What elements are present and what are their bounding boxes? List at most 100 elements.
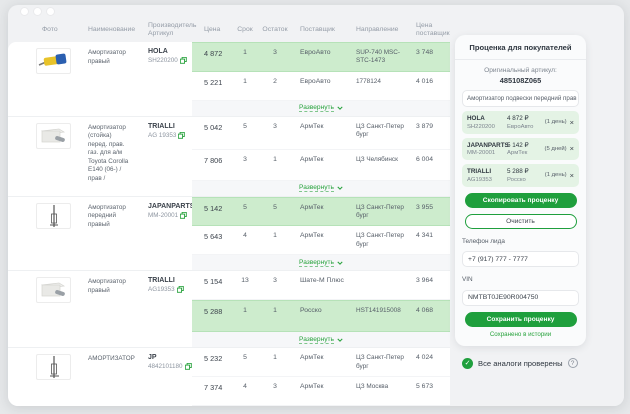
expand-link[interactable]: Развернуть [299, 335, 334, 344]
card-price: 5 142 ₽ [507, 141, 529, 149]
part-article: AG19353 [148, 286, 175, 294]
part-photo[interactable] [36, 202, 71, 229]
card-article: AG19353 [467, 176, 492, 183]
shock-absorber-photo-icon [50, 204, 58, 227]
chevron-down-icon [337, 261, 343, 265]
offer-price: 5 232 [204, 354, 223, 364]
shock-absorber-photo-icon [38, 53, 67, 66]
offer-price: 7 806 [204, 155, 223, 165]
help-icon[interactable]: ? [567, 358, 578, 368]
offer-supplier: АрмТек [300, 122, 324, 130]
offer-row[interactable]: 5 221 1 2 ЕвроАвто 1778124 4 016 [192, 72, 450, 101]
card-article: SH220200 [467, 123, 495, 130]
part-group: Амортизатор правый TRIALLI AG19353 5 154 [8, 271, 450, 349]
offer-stock: 3 [273, 49, 277, 56]
offer-price: 5 221 [204, 77, 223, 87]
pricing-sidebar: Проценка для покупателей Оригинальный ар… [450, 18, 624, 406]
offer-price: 5 154 [204, 277, 223, 287]
part-photo[interactable] [36, 122, 71, 149]
card-term: (1 день) [544, 172, 567, 179]
part-description-box[interactable]: Амортизатор подвески передний прав [462, 90, 579, 107]
offer-row[interactable]: 5 232 5 1 АрмТек ЦЗ Санкт-Петербург 4 02… [192, 348, 450, 378]
app-window: Фото Наименование Производитель Артикул … [8, 5, 624, 406]
part-group: Амортизатор правый HOLA SH220200 4 872 [8, 42, 450, 117]
part-name: Амортизатор правый [88, 49, 126, 65]
part-article: MM-20001 [148, 211, 179, 219]
expand-link[interactable]: Развернуть [299, 184, 334, 193]
vin-input[interactable] [462, 289, 579, 306]
offer-price: 5 042 [204, 122, 223, 132]
analogs-verified-row: ✓ Все аналоги проверены ? [462, 357, 624, 369]
phone-label: Телефон лида [462, 237, 505, 245]
save-pricing-button[interactable]: Сохранить проценку [464, 311, 577, 327]
copy-icon[interactable] [184, 363, 192, 371]
pricing-panel: Проценка для покупателей Оригинальный ар… [455, 35, 586, 346]
offer-row[interactable]: 7 806 3 1 АрмТек ЦЗ Челябинск 6 004 [192, 150, 450, 181]
copy-pricing-button[interactable]: Скопировать проценку [464, 192, 577, 208]
offer-term: 5 [243, 203, 247, 211]
part-photo[interactable] [36, 354, 71, 381]
results-table: Фото Наименование Производитель Артикул … [8, 18, 454, 406]
chevron-down-icon [337, 338, 343, 342]
card-supplier: ЕвроАвто [507, 123, 534, 130]
offer-direction [348, 277, 408, 294]
copy-icon[interactable] [178, 131, 186, 139]
table-header-row: Фото Наименование Производитель Артикул … [8, 18, 454, 42]
offer-row[interactable]: 5 643 4 1 АрмТек ЦЗ Санкт-Петербург 4 34… [192, 226, 450, 256]
offer-stock: 3 [273, 277, 277, 285]
copy-icon[interactable] [180, 211, 187, 219]
part-photo[interactable] [36, 48, 71, 74]
offer-row[interactable]: 5 042 5 3 АрмТек ЦЗ Санкт-Петербург 3 87… [192, 117, 450, 150]
selected-offer-card: HOLA SH220200 4 872 ₽ ЕвроАвто (1 день) … [462, 111, 579, 134]
offer-supplier: ЕвроАвто [300, 77, 331, 85]
offer-term: 4 [243, 383, 247, 391]
card-article: MM-20001 [467, 150, 496, 156]
card-price: 5 288 ₽ [507, 168, 529, 175]
chevron-down-icon [337, 106, 343, 111]
offer-price: 5 288 [204, 307, 223, 317]
offer-direction: ЦЗ Санкт-Петербург [356, 122, 404, 138]
part-article: SH220200 [148, 57, 178, 64]
clear-button[interactable]: Очистить [464, 213, 577, 229]
offer-row[interactable]: 7 374 4 3 АрмТек ЦЗ Москва 5 673 [192, 377, 450, 406]
close-icon[interactable]: × [569, 144, 574, 153]
card-supplier: Росско [507, 176, 526, 183]
column-header-term: Срок [237, 25, 253, 33]
offer-price: 5 643 [204, 232, 223, 242]
offer-term: 1 [243, 49, 247, 56]
offer-row[interactable]: 5 288 1 1 Росско HST141915008 4 068 [192, 300, 450, 333]
offer-term: 13 [241, 277, 249, 285]
saved-note: Сохранено в истории [489, 330, 552, 338]
column-header-price: Цена [204, 25, 221, 33]
offer-direction: ЦЗ Санкт-Петербург [356, 203, 404, 219]
part-article: AG 19353 [148, 131, 177, 139]
offer-supplier: Росско [300, 307, 322, 315]
original-article-value: 485108Z065 [499, 76, 542, 85]
offer-direction: ЦЗ Санкт-Петербург [356, 232, 404, 248]
offer-row[interactable]: 4 872 1 3 ЕвроАвто SUP-740 MSC-STC-1473 … [192, 42, 450, 72]
window-control-dot[interactable] [21, 8, 28, 15]
offer-supplier: АрмТек [300, 203, 324, 211]
phone-input[interactable] [462, 251, 579, 267]
copy-icon[interactable] [179, 57, 187, 64]
window-control-dot[interactable] [47, 8, 54, 15]
offer-term: 3 [243, 155, 247, 163]
part-photo[interactable] [36, 277, 71, 304]
offer-supplier: АрмТек [300, 155, 324, 163]
column-header-supplier: Поставщик [300, 25, 335, 33]
close-icon[interactable]: × [569, 170, 574, 180]
offer-supplier: ЕвроАвто [300, 49, 331, 56]
offer-supplier-price: 4 016 [416, 77, 434, 85]
offer-row[interactable]: 5 142 5 5 АрмТек ЦЗ Санкт-Петербург 3 95… [192, 196, 450, 227]
offer-row[interactable]: 5 154 13 3 Шате-М Плюс 3 964 [192, 271, 450, 301]
offer-supplier: АрмТек [300, 383, 324, 391]
window-control-dot[interactable] [34, 8, 41, 15]
selected-offer-card: TRIALLI AG19353 5 288 ₽ Росско (1 день) … [462, 164, 579, 187]
copy-icon[interactable] [176, 286, 184, 294]
offer-supplier-price: 6 004 [416, 155, 434, 163]
expand-link[interactable]: Развернуть [299, 258, 334, 267]
close-icon[interactable]: × [569, 117, 574, 127]
expand-link[interactable]: Развернуть [299, 104, 334, 113]
part-brand: TRIALLI [148, 277, 175, 285]
card-term: (1 день) [544, 119, 567, 126]
